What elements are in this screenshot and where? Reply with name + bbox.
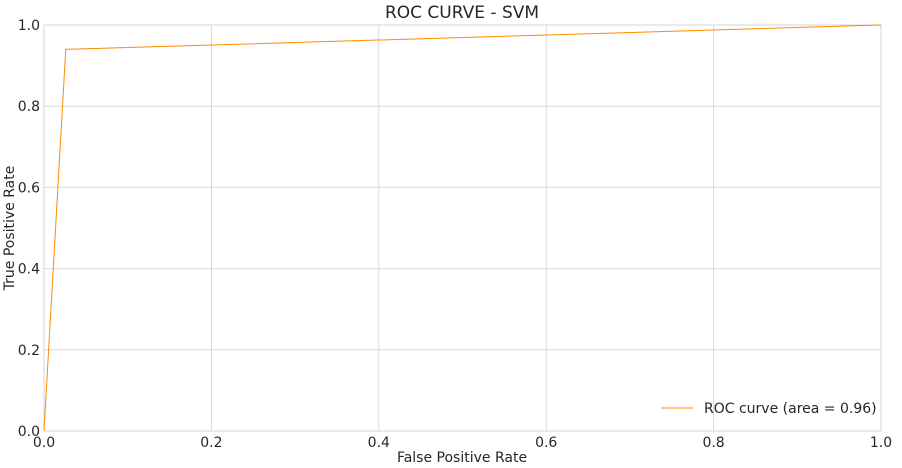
legend: ROC curve (area = 0.96) [661,401,877,417]
y-tick-label: 0.8 [18,99,40,115]
x-tick-label: 0.6 [535,435,557,451]
y-axis-label: True Positive Rate [2,166,18,292]
x-tick-label: 0.8 [702,435,724,451]
series-group [43,24,882,432]
x-tick-label: 0.0 [33,435,55,451]
y-tick-labels: 0.0 0.2 0.4 0.6 0.8 1.0 [18,18,40,440]
y-tick-label: 0.0 [18,424,40,440]
x-axis-label: False Positive Rate [397,450,527,466]
chart-title: ROC CURVE - SVM [385,3,539,23]
x-tick-label: 0.2 [200,435,222,451]
y-tick-label: 0.2 [18,343,40,359]
legend-entry-label: ROC curve (area = 0.96) [704,401,877,417]
plot-area-frame [43,24,882,432]
x-tick-labels: 0.0 0.2 0.4 0.6 0.8 1.0 [33,435,892,451]
y-tick-label: 1.0 [18,18,40,34]
y-tick-label: 0.6 [18,180,40,196]
x-tick-label: 0.4 [368,435,390,451]
roc-curve-line [43,24,882,432]
x-tick-label: 1.0 [870,435,892,451]
y-tick-label: 0.4 [18,262,40,278]
